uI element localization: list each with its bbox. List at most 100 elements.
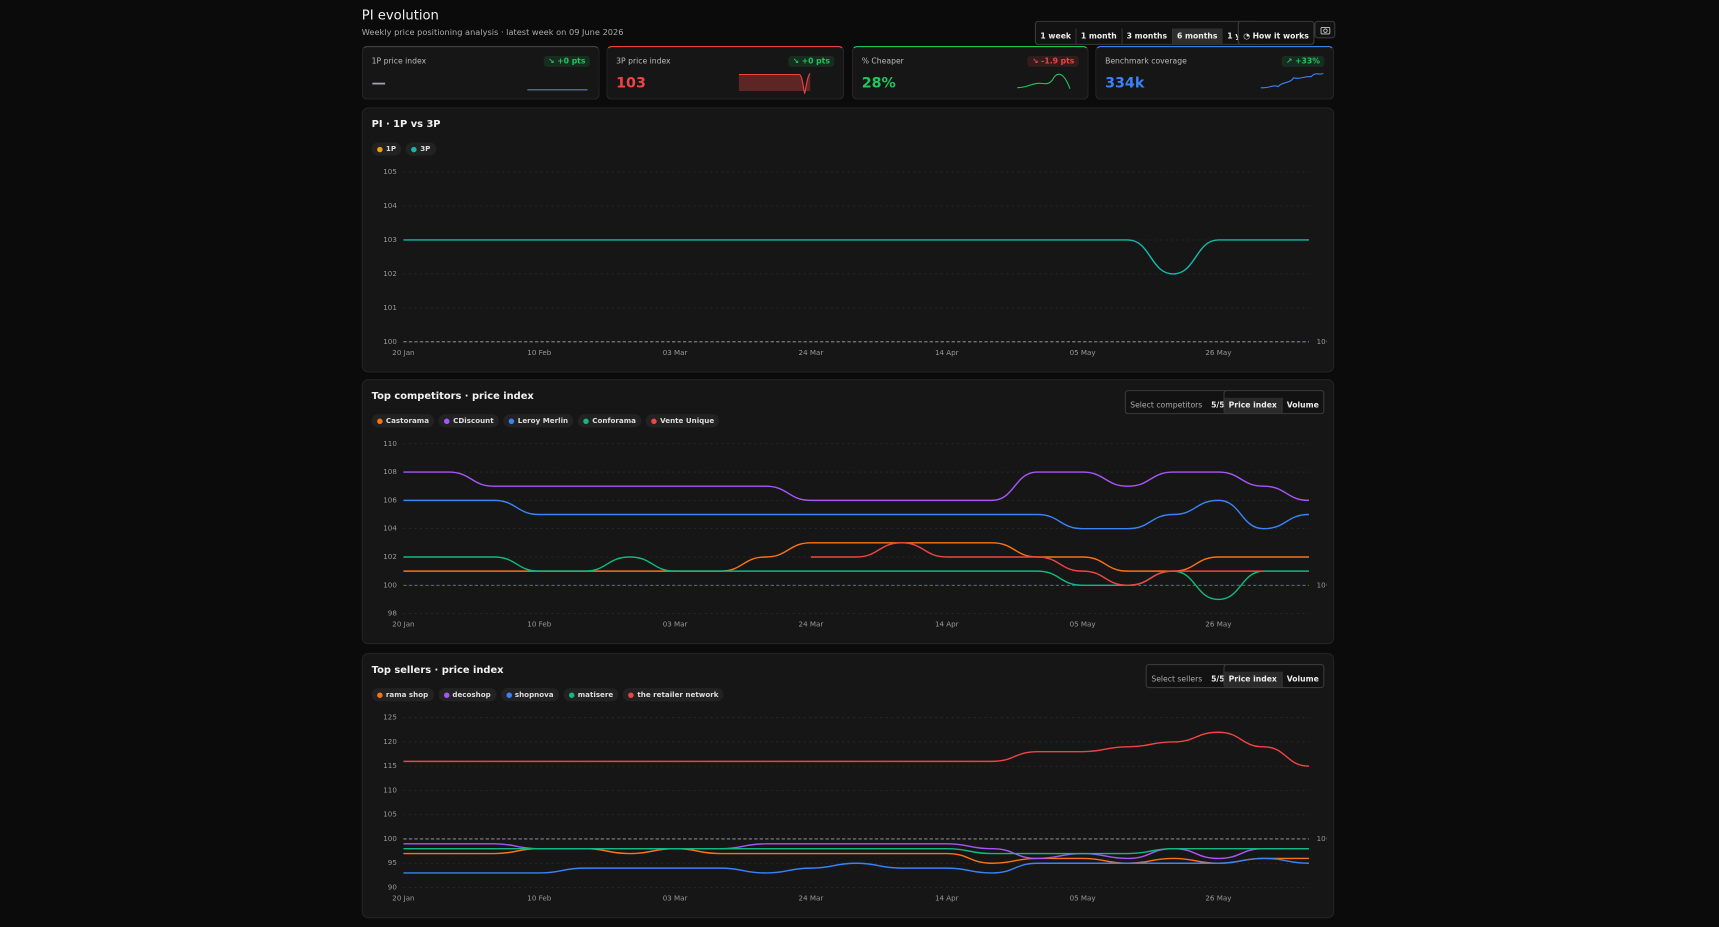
legend-item[interactable]: Vente Unique	[645, 414, 720, 428]
x-tick-label: 14 Apr	[935, 620, 959, 629]
legend-swatch	[651, 418, 657, 424]
y-tick-label: 98	[388, 609, 398, 618]
legend-item[interactable]: 3P	[405, 142, 436, 156]
select-count[interactable]: 5/5	[1211, 401, 1225, 410]
legend-item[interactable]: rama shop	[371, 688, 434, 702]
kpi-label: % Cheaper	[861, 56, 904, 66]
legend-label: 3P	[420, 144, 431, 154]
y-tick-label: 108	[383, 467, 397, 476]
help-button[interactable]: ◔ How it works	[1237, 20, 1315, 45]
legend-label: 1P	[385, 144, 397, 154]
legend-item[interactable]: shopnova	[500, 688, 560, 702]
legend-item[interactable]: Castorama	[371, 414, 435, 428]
legend-item[interactable]: 1P	[371, 142, 402, 156]
reference-label: 100	[1317, 580, 1327, 589]
kpi-label: 1P price index	[371, 56, 427, 66]
mode-toggle: Price index Volume	[1223, 390, 1325, 415]
y-tick-label: 100	[383, 580, 397, 589]
legend-item[interactable]: decoshop	[438, 688, 497, 702]
legend-swatch	[444, 418, 450, 424]
range-button[interactable]: 1 month	[1076, 28, 1123, 44]
mode-toggle: Price index Volume	[1223, 663, 1325, 689]
mode-button[interactable]: Price index	[1224, 671, 1283, 688]
help-label[interactable]: ◔ How it works	[1243, 31, 1309, 41]
kpi-card: 1P price index ↘ +0 pts —	[361, 46, 600, 100]
y-tick-label: 104	[383, 201, 397, 210]
y-tick-label: 100	[383, 834, 397, 843]
series-line	[810, 542, 1264, 586]
y-tick-label: 95	[388, 858, 397, 867]
kpi-sparkline	[1260, 72, 1324, 89]
legend-item[interactable]: Conforama	[577, 414, 642, 428]
select-control[interactable]: Select sellers 5/5	[1145, 663, 1231, 689]
y-tick-label: 103	[383, 235, 397, 244]
mode-button[interactable]: Price index	[1224, 397, 1283, 414]
legend: Castorama CDiscount Leroy Merlin Conforama V…	[371, 414, 720, 428]
reference-label: 100	[1317, 834, 1327, 843]
legend-label: the retailer network	[637, 690, 719, 700]
kpi-value: —	[371, 75, 386, 93]
kpi-label: Benchmark coverage	[1105, 56, 1187, 66]
x-tick-label: 14 Apr	[935, 893, 959, 902]
kpi-badge: ↘ +0 pts	[543, 55, 590, 67]
camera-button[interactable]	[1314, 20, 1336, 39]
legend-label: shopnova	[514, 690, 554, 700]
select-count[interactable]: 5/5	[1211, 674, 1225, 684]
legend-label: Castorama	[385, 416, 430, 426]
help-text[interactable]: How it works	[1252, 31, 1309, 41]
x-tick-label: 05 May	[1070, 348, 1096, 357]
y-tick-label: 125	[383, 713, 397, 722]
mode-button[interactable]: Volume	[1286, 401, 1319, 410]
spark-line	[738, 72, 811, 95]
select-control[interactable]: Select competitors 5/5	[1124, 390, 1231, 415]
y-tick-label: 104	[383, 524, 397, 533]
legend-item[interactable]: the retailer network	[623, 688, 724, 702]
legend-item[interactable]: Leroy Merlin	[503, 414, 574, 428]
x-tick-label: 24 Mar	[799, 348, 824, 357]
kpi-badge: ↗ +33%	[1281, 55, 1325, 67]
kpi-badge: ↘ +0 pts	[788, 55, 835, 67]
select-label[interactable]: Select sellers	[1151, 674, 1203, 684]
y-tick-label: 110	[383, 439, 397, 448]
legend-swatch	[377, 146, 383, 152]
x-tick-label: 10 Feb	[527, 620, 551, 629]
legend-label: decoshop	[452, 690, 491, 700]
range-button[interactable]: 3 months	[1122, 28, 1173, 44]
select-label[interactable]: Select competitors	[1130, 401, 1203, 410]
page-subtitle: Weekly price positioning analysis · late…	[361, 27, 624, 38]
chart: 90 95 100 105 110 115 120 125 100 20 Jan 10 Feb 03 …	[383, 713, 1327, 903]
legend-swatch	[583, 418, 589, 424]
y-tick-label: 101	[383, 303, 397, 312]
x-tick-label: 26 May	[1205, 893, 1231, 902]
spark-line	[1017, 73, 1071, 89]
legend-swatch	[377, 418, 383, 424]
series-line	[403, 556, 1309, 601]
legend-label: rama shop	[385, 690, 429, 700]
spark-area	[738, 73, 811, 94]
kpi-sparkline	[738, 72, 811, 95]
series-line	[403, 857, 1309, 874]
kpi-card: 3P price index ↘ +0 pts 103	[606, 46, 845, 100]
range-button[interactable]: 1 week	[1036, 28, 1077, 44]
x-tick-label: 20 Jan	[392, 620, 414, 629]
mode-button[interactable]: Volume	[1286, 674, 1319, 684]
camera-icon	[1320, 26, 1331, 35]
legend-item[interactable]: matisere	[563, 688, 619, 702]
spark-line	[1260, 72, 1324, 89]
chart-panel: Top competitors · price index Select comp…	[361, 379, 1335, 645]
range-button[interactable]: 6 months	[1172, 28, 1223, 44]
kpi-value: 334k	[1105, 75, 1145, 93]
x-tick-label: 10 Feb	[527, 893, 551, 902]
legend-item[interactable]: CDiscount	[438, 414, 500, 428]
kpi-value: 103	[616, 75, 646, 93]
x-tick-label: 05 May	[1070, 620, 1096, 629]
kpi-card: % Cheaper ↘ -1.9 pts 28%	[851, 46, 1089, 100]
legend-swatch	[443, 691, 450, 698]
kpi-card: Benchmark coverage ↗ +33% 334k	[1095, 46, 1335, 100]
y-tick-label: 100	[383, 337, 397, 346]
x-tick-label: 03 Mar	[663, 893, 688, 902]
x-tick-label: 24 Mar	[799, 893, 824, 902]
x-tick-label: 26 May	[1205, 620, 1231, 629]
